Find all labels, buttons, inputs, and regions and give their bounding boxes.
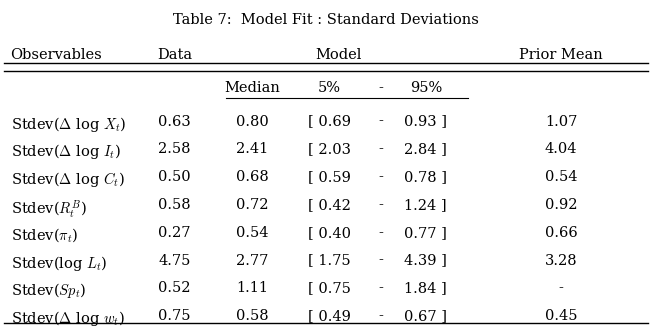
Text: 2.84 ]: 2.84 ] <box>404 142 447 156</box>
Text: 4.75: 4.75 <box>158 254 191 268</box>
Text: 0.50: 0.50 <box>158 170 191 184</box>
Text: [ 0.59: [ 0.59 <box>308 170 351 184</box>
Text: 0.54: 0.54 <box>544 170 577 184</box>
Text: Stdev(log $L_t$): Stdev(log $L_t$) <box>10 254 107 273</box>
Text: 5%: 5% <box>318 81 341 95</box>
Text: [ 0.42: [ 0.42 <box>308 198 351 212</box>
Text: [ 0.69: [ 0.69 <box>308 115 351 128</box>
Text: Stdev($R_t^B$): Stdev($R_t^B$) <box>10 198 87 219</box>
Text: 0.67 ]: 0.67 ] <box>404 309 447 323</box>
Text: [ 0.49: [ 0.49 <box>308 309 351 323</box>
Text: Model: Model <box>316 48 362 62</box>
Text: Stdev($\Delta$ log $C_t$): Stdev($\Delta$ log $C_t$) <box>10 170 125 189</box>
Text: -: - <box>378 170 383 184</box>
Text: Table 7:  Model Fit : Standard Deviations: Table 7: Model Fit : Standard Deviations <box>173 13 479 27</box>
Text: -: - <box>378 81 383 95</box>
Text: 0.78 ]: 0.78 ] <box>404 170 447 184</box>
Text: Stdev($\Delta$ log $X_t$): Stdev($\Delta$ log $X_t$) <box>10 115 126 133</box>
Text: 0.52: 0.52 <box>158 282 191 295</box>
Text: Stdev($\Delta$ log $I_t$): Stdev($\Delta$ log $I_t$) <box>10 142 121 161</box>
Text: 0.54: 0.54 <box>236 226 268 240</box>
Text: 4.04: 4.04 <box>544 142 577 156</box>
Text: 0.63: 0.63 <box>158 115 191 128</box>
Text: 0.93 ]: 0.93 ] <box>404 115 447 128</box>
Text: Data: Data <box>157 48 192 62</box>
Text: -: - <box>378 226 383 240</box>
Text: 0.75: 0.75 <box>158 309 191 323</box>
Text: 0.77 ]: 0.77 ] <box>404 226 447 240</box>
Text: [ 0.40: [ 0.40 <box>308 226 351 240</box>
Text: 0.27: 0.27 <box>158 226 191 240</box>
Text: 2.58: 2.58 <box>158 142 191 156</box>
Text: -: - <box>378 309 383 323</box>
Text: 1.11: 1.11 <box>236 282 268 295</box>
Text: 3.28: 3.28 <box>544 254 577 268</box>
Text: 4.39 ]: 4.39 ] <box>404 254 447 268</box>
Text: -: - <box>378 142 383 156</box>
Text: -: - <box>378 115 383 128</box>
Text: 0.58: 0.58 <box>158 198 191 212</box>
Text: Stdev($\Delta$ log $w_t$): Stdev($\Delta$ log $w_t$) <box>10 309 125 328</box>
Text: -: - <box>378 254 383 268</box>
Text: [ 2.03: [ 2.03 <box>308 142 351 156</box>
Text: 1.84 ]: 1.84 ] <box>404 282 447 295</box>
Text: 1.24 ]: 1.24 ] <box>404 198 447 212</box>
Text: 1.07: 1.07 <box>545 115 577 128</box>
Text: Prior Mean: Prior Mean <box>519 48 603 62</box>
Text: Median: Median <box>224 81 280 95</box>
Text: 95%: 95% <box>409 81 442 95</box>
Text: -: - <box>559 282 563 295</box>
Text: 2.41: 2.41 <box>236 142 268 156</box>
Text: 0.80: 0.80 <box>235 115 269 128</box>
Text: 0.68: 0.68 <box>235 170 269 184</box>
Text: Stdev($Sp_t$): Stdev($Sp_t$) <box>10 282 86 300</box>
Text: 0.66: 0.66 <box>544 226 577 240</box>
Text: 2.77: 2.77 <box>236 254 268 268</box>
Text: [ 0.75: [ 0.75 <box>308 282 351 295</box>
Text: 0.72: 0.72 <box>236 198 268 212</box>
Text: 0.58: 0.58 <box>235 309 268 323</box>
Text: 0.92: 0.92 <box>544 198 577 212</box>
Text: -: - <box>378 282 383 295</box>
Text: 0.45: 0.45 <box>544 309 577 323</box>
Text: Observables: Observables <box>10 48 102 62</box>
Text: Stdev($\pi_t$): Stdev($\pi_t$) <box>10 226 78 244</box>
Text: -: - <box>378 198 383 212</box>
Text: [ 1.75: [ 1.75 <box>308 254 351 268</box>
